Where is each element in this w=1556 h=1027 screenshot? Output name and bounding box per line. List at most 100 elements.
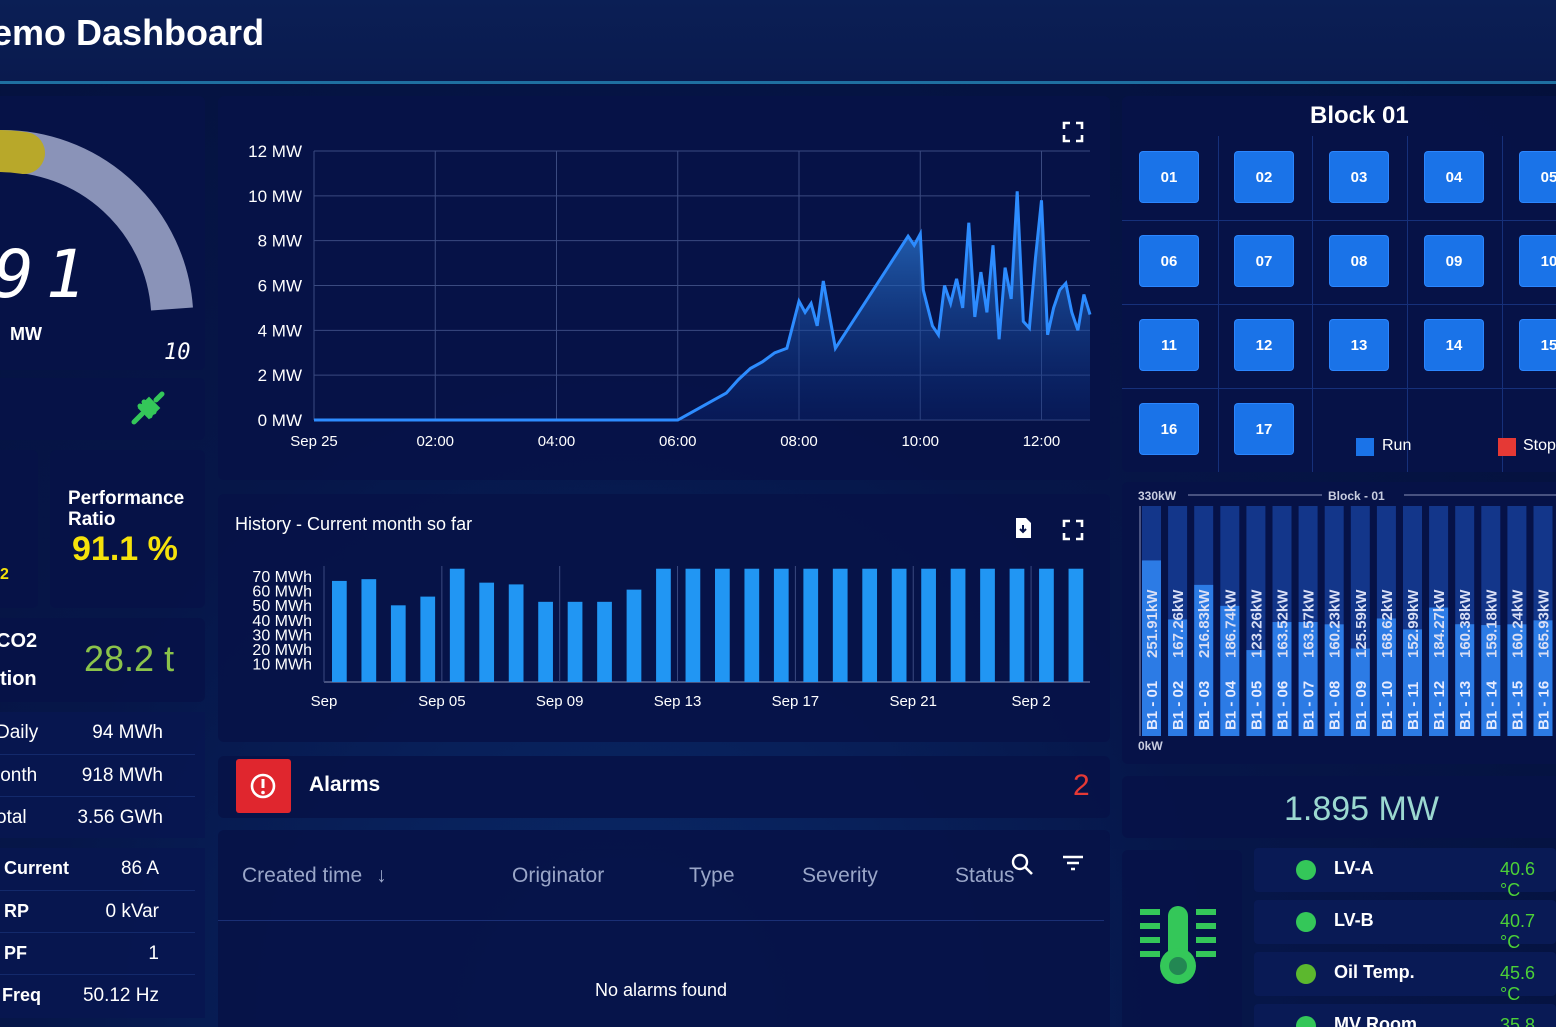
block-bar-value: 160.24kW	[1509, 589, 1526, 658]
block-bar-category: B1 - 15	[1509, 681, 1526, 730]
inverter-11-button[interactable]: 11	[1140, 320, 1198, 370]
energy-value: 918 MWh	[81, 765, 163, 786]
inverter-02-button[interactable]: 02	[1235, 152, 1293, 202]
inverter-14-button[interactable]: 14	[1425, 320, 1483, 370]
block-bar-value: 216.83kW	[1196, 589, 1213, 658]
status-dot	[1296, 860, 1316, 880]
block-bar-value: 125.59kW	[1353, 589, 1370, 658]
column-header-severity[interactable]: Severity	[802, 864, 878, 887]
gauge-unit: MW	[10, 324, 42, 344]
fullscreen-icon[interactable]	[1061, 120, 1085, 144]
block-bar-category: B1 - 01	[1144, 681, 1161, 730]
inverter-09-button[interactable]: 09	[1425, 236, 1483, 286]
power-area	[314, 191, 1090, 420]
partial-kpi-card: 2	[0, 450, 38, 608]
history-bar	[773, 568, 789, 682]
temperature-name: MV Room	[1334, 1014, 1417, 1027]
inverter-07-button[interactable]: 07	[1235, 236, 1293, 286]
x-tick-label: Sep 13	[654, 693, 702, 710]
power-line	[314, 191, 1092, 422]
inverter-06-button[interactable]: 06	[1140, 236, 1198, 286]
x-tick-label: Sep 2	[1011, 693, 1050, 710]
column-header-status[interactable]: Status	[955, 864, 1015, 887]
electrical-label: RP	[4, 901, 30, 921]
alarms-empty-message: No alarms found	[595, 980, 728, 1000]
history-bar	[508, 584, 524, 682]
power-chart: 12 MW 10 MW 8 MW 6 MW 4 MW 2 MW 0 MW Sep 25 02:0…	[248, 142, 1092, 450]
inverter-05-button[interactable]: 05	[1520, 152, 1556, 202]
filter-icon[interactable]	[1061, 852, 1085, 876]
history-chart-title: History - Current month so far	[235, 514, 473, 534]
search-icon[interactable]	[1010, 852, 1034, 876]
temperature-row-lv-b: LV-B 40.7 °C	[1254, 900, 1556, 952]
inverter-03-button[interactable]: 03	[1330, 152, 1388, 202]
block-bar-category: B1 - 14	[1483, 680, 1500, 730]
inverter-12-button[interactable]: 12	[1235, 320, 1293, 370]
block-title: Block 01	[1310, 102, 1409, 129]
block-bar-value: 163.52kW	[1275, 589, 1292, 658]
block-bar	[1429, 607, 1449, 736]
temperature-name: Oil Temp.	[1334, 962, 1415, 982]
co2-label-line1: CO2	[0, 630, 38, 652]
y-tick-label: 6 MW	[258, 277, 302, 296]
electrical-label: Current	[4, 858, 70, 878]
partial-kpi-value: 2	[0, 566, 9, 583]
alarms-title: Alarms	[309, 773, 381, 796]
inverter-04-button[interactable]: 04	[1425, 152, 1483, 202]
gauge-fill	[0, 130, 45, 174]
history-bar	[803, 568, 819, 682]
temperature-name: LV-A	[1334, 858, 1374, 878]
inverter-15-button[interactable]: 15	[1520, 320, 1556, 370]
block-bar-category: B1 - 04	[1222, 680, 1239, 730]
block-bar-value: 152.99kW	[1405, 589, 1422, 658]
export-file-icon[interactable]	[1011, 516, 1035, 540]
electrical-label: Freq	[2, 985, 42, 1005]
y-tick-label: 4 MW	[258, 321, 302, 340]
block-bar	[1272, 622, 1292, 736]
y-max-label: 330kW	[1138, 489, 1177, 503]
electrical-row-current: Current 86 A	[0, 848, 195, 890]
alarms-count: 2	[1073, 769, 1090, 802]
status-dot	[1296, 912, 1316, 932]
column-header-originator[interactable]: Originator	[512, 864, 605, 887]
history-bar	[538, 601, 553, 682]
legend-run-label: Run	[1382, 437, 1412, 454]
history-bar	[715, 568, 730, 682]
legend-run-swatch	[1356, 438, 1374, 456]
y-tick-label: 70 MWh	[252, 569, 312, 586]
block-bar-category: B1 - 10	[1379, 681, 1396, 730]
inverter-01-button[interactable]: 01	[1140, 152, 1198, 202]
block-bar-value: 165.93kW	[1536, 589, 1553, 658]
electrical-value: 0 kVar	[105, 901, 159, 922]
y-tick-label: 40 MWh	[252, 613, 312, 630]
temperature-row-oil: Oil Temp. 45.6 °C	[1254, 952, 1556, 1004]
block-bar-value: 168.62kW	[1379, 589, 1396, 658]
inverter-17-button[interactable]: 17	[1235, 404, 1293, 454]
electrical-table: Current 86 A RP 0 kVar PF 1 Freq 50.12 H…	[0, 848, 205, 1018]
y-tick-label: 20 MWh	[252, 642, 312, 659]
grid-line	[1122, 304, 1556, 305]
column-header-created-time[interactable]: Created time ↓	[242, 864, 387, 888]
y-tick-label: 0 MW	[258, 411, 302, 430]
block-bar-category: B1 - 09	[1353, 681, 1370, 730]
y-tick-label: 50 MWh	[252, 598, 312, 615]
co2-label-line2: tion	[0, 668, 37, 690]
history-bar	[891, 568, 907, 682]
electrical-row-pf: PF 1	[0, 932, 195, 974]
history-bar	[1068, 568, 1084, 682]
block-chart-title: Block - 01	[1328, 489, 1385, 503]
block-bar	[1481, 625, 1501, 736]
x-tick-label: 02:00	[416, 433, 454, 450]
fullscreen-icon[interactable]	[1061, 518, 1085, 542]
inverter-10-button[interactable]: 10	[1520, 236, 1556, 286]
energy-label: otal	[0, 807, 27, 828]
temperature-row-lv-a: LV-A 40.6 °C	[1254, 848, 1556, 900]
inverter-08-button[interactable]: 08	[1330, 236, 1388, 286]
thermometer-card	[1122, 850, 1242, 1027]
block-bar-value: 251.91kW	[1144, 589, 1161, 658]
energy-value: 3.56 GWh	[77, 807, 163, 828]
dashboard-title: emo Dashboard	[0, 12, 265, 53]
inverter-16-button[interactable]: 16	[1140, 404, 1198, 454]
column-header-type[interactable]: Type	[689, 864, 735, 887]
inverter-13-button[interactable]: 13	[1330, 320, 1388, 370]
